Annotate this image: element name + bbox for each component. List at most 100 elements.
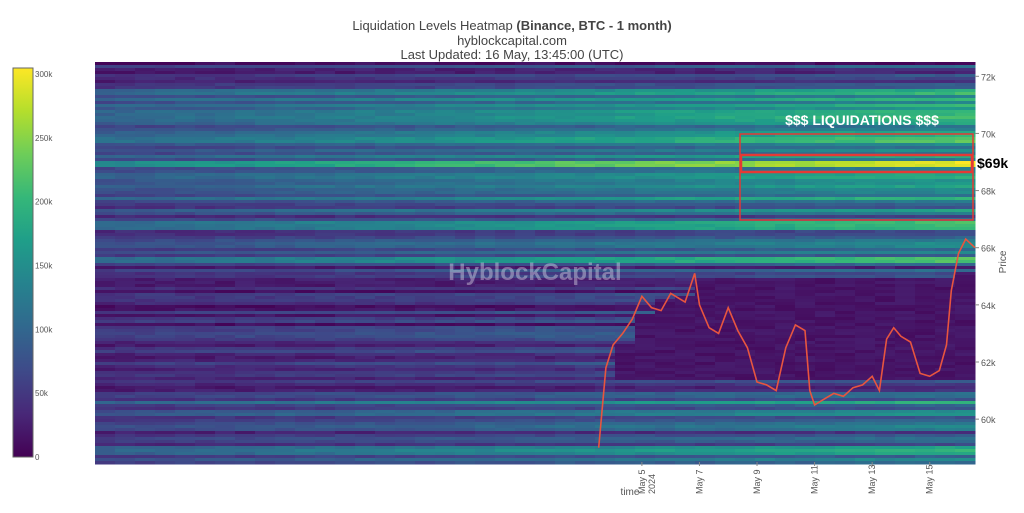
heatmap-cell — [915, 161, 936, 165]
heatmap-cell — [95, 71, 116, 75]
heatmap-cell — [695, 62, 716, 66]
heatmap-cell — [375, 317, 396, 321]
heatmap-cell — [455, 347, 476, 351]
heatmap-cell — [815, 134, 836, 138]
heatmap-cell — [275, 266, 296, 270]
heatmap-cell — [715, 152, 736, 156]
heatmap-cell — [115, 140, 136, 144]
heatmap-cell — [375, 248, 396, 252]
heatmap-cell — [95, 92, 116, 96]
heatmap-cell — [615, 314, 636, 318]
heatmap-cell — [315, 269, 336, 273]
heatmap-cell — [955, 380, 976, 384]
heatmap-cell — [715, 221, 736, 225]
heatmap-cell — [115, 353, 136, 357]
heatmap-cell — [795, 62, 816, 66]
heatmap-cell — [815, 167, 836, 171]
heatmap-cell — [335, 191, 356, 195]
heatmap-cell — [435, 320, 456, 324]
heatmap-cell — [815, 209, 836, 213]
heatmap-cell — [655, 347, 676, 351]
heatmap-cell — [755, 92, 776, 96]
heatmap-cell — [695, 173, 716, 177]
heatmap-cell — [755, 110, 776, 114]
heatmap-cell — [455, 401, 476, 405]
heatmap-cell — [235, 155, 256, 159]
heatmap-cell — [255, 71, 276, 75]
heatmap-cell — [695, 95, 716, 99]
heatmap-cell — [635, 389, 656, 393]
heatmap-cell — [855, 107, 876, 111]
heatmap-cell — [135, 71, 156, 75]
heatmap-cell — [475, 146, 496, 150]
heatmap-cell — [395, 377, 416, 381]
heatmap-cell — [675, 158, 696, 162]
heatmap-cell — [535, 269, 556, 273]
heatmap-cell — [235, 353, 256, 357]
heatmap-cell — [755, 311, 776, 315]
heatmap-cell — [155, 383, 176, 387]
heatmap-cell — [195, 206, 216, 210]
heatmap-cell — [495, 236, 516, 240]
heatmap-cell — [395, 197, 416, 201]
heatmap-cell — [395, 239, 416, 243]
heatmap-cell — [95, 197, 116, 201]
heatmap-cell — [415, 221, 436, 225]
heatmap-cell — [115, 245, 136, 249]
heatmap-cell — [295, 215, 316, 219]
heatmap-cell — [375, 290, 396, 294]
heatmap-cell — [375, 386, 396, 390]
heatmap-cell — [935, 155, 956, 159]
heatmap-cell — [455, 107, 476, 111]
heatmap-cell — [335, 242, 356, 246]
heatmap-cell — [795, 164, 816, 168]
heatmap-cell — [255, 80, 276, 84]
heatmap-cell — [135, 398, 156, 402]
heatmap-cell — [815, 215, 836, 219]
heatmap-cell — [895, 197, 916, 201]
heatmap-cell — [535, 266, 556, 270]
heatmap-cell — [395, 266, 416, 270]
heatmap-cell — [235, 344, 256, 348]
heatmap-cell — [535, 173, 556, 177]
heatmap-cell — [195, 158, 216, 162]
heatmap-cell — [555, 329, 576, 333]
heatmap-cell — [675, 266, 696, 270]
heatmap-cell — [95, 86, 116, 90]
heatmap-cell — [235, 164, 256, 168]
heatmap-cell — [175, 119, 196, 123]
heatmap-cell — [655, 293, 676, 297]
heatmap-cell — [195, 386, 216, 390]
heatmap-cell — [855, 65, 876, 69]
heatmap-cell — [495, 140, 516, 144]
heatmap-cell — [815, 194, 836, 198]
heatmap-cell — [935, 245, 956, 249]
heatmap-cell — [475, 140, 496, 144]
heatmap-cell — [635, 170, 656, 174]
heatmap-cell — [215, 296, 236, 300]
heatmap-cell — [895, 260, 916, 264]
heatmap-cell — [135, 314, 156, 318]
heatmap-cell — [935, 242, 956, 246]
heatmap-cell — [415, 347, 436, 351]
heatmap-cell — [295, 209, 316, 213]
heatmap-cell — [635, 95, 656, 99]
heatmap-cell — [715, 281, 736, 285]
heatmap-cell — [535, 65, 556, 69]
heatmap-cell — [155, 257, 176, 261]
heatmap-cell — [895, 179, 916, 183]
heatmap-cell — [435, 104, 456, 108]
heatmap-cell — [695, 155, 716, 159]
heatmap-cell — [635, 86, 656, 90]
heatmap-cell — [715, 104, 736, 108]
heatmap-cell — [395, 284, 416, 288]
heatmap-cell — [915, 71, 936, 75]
heatmap-cell — [695, 308, 716, 312]
heatmap-cell — [355, 257, 376, 261]
heatmap-cell — [775, 215, 796, 219]
heatmap-cell — [955, 371, 976, 375]
heatmap-cell — [495, 62, 516, 66]
heatmap-cell — [515, 317, 536, 321]
heatmap-cell — [395, 302, 416, 306]
